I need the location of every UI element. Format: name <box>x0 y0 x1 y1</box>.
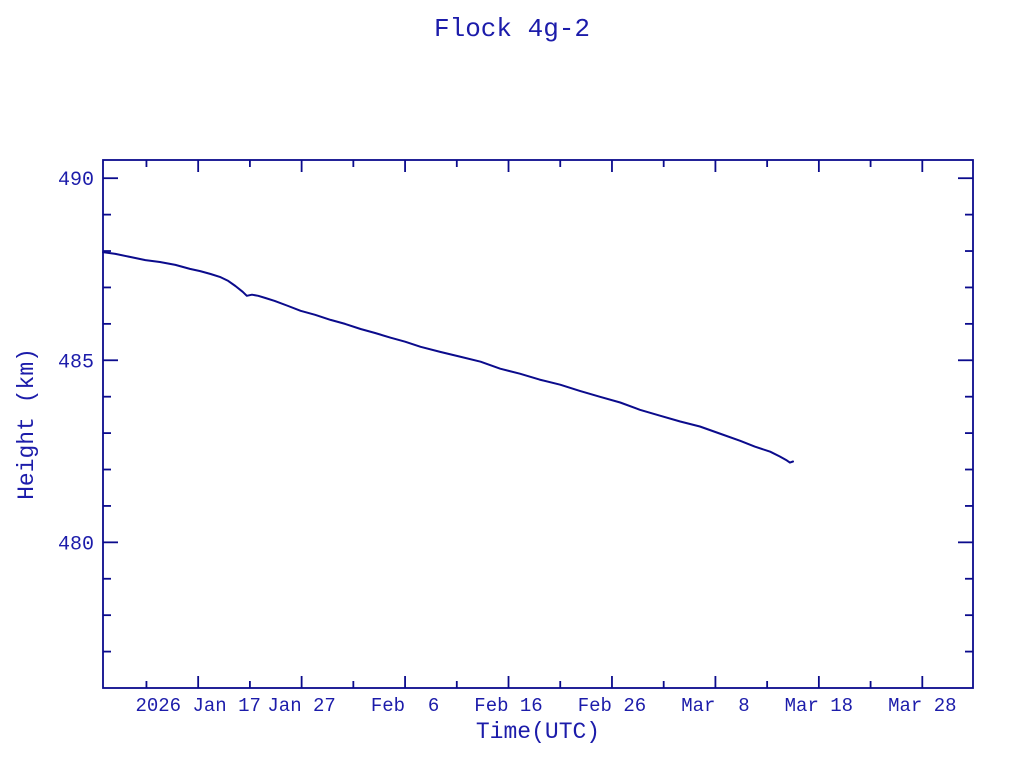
x-tick-label: Mar 28 <box>888 695 956 717</box>
x-tick-label: Jan 27 <box>267 695 335 717</box>
height-series-line <box>102 251 794 464</box>
y-tick-label: 485 <box>58 351 94 374</box>
x-axis-title: Time(UTC) <box>476 719 600 745</box>
plot-frame <box>102 159 974 689</box>
y-tick-label: 490 <box>58 169 94 192</box>
x-tick-label: Feb 26 <box>578 695 646 717</box>
x-tick-label: 2026 Jan 17 <box>135 695 260 717</box>
y-tick-label: 480 <box>58 533 94 556</box>
x-tick-label: Mar 18 <box>785 695 853 717</box>
x-tick-label: Feb 16 <box>474 695 542 717</box>
x-tick-label: Mar 8 <box>681 695 749 717</box>
y-axis-title: Height (km) <box>14 348 40 500</box>
x-tick-label: Feb 6 <box>371 695 439 717</box>
chart-title: Flock 4g-2 <box>433 14 591 44</box>
